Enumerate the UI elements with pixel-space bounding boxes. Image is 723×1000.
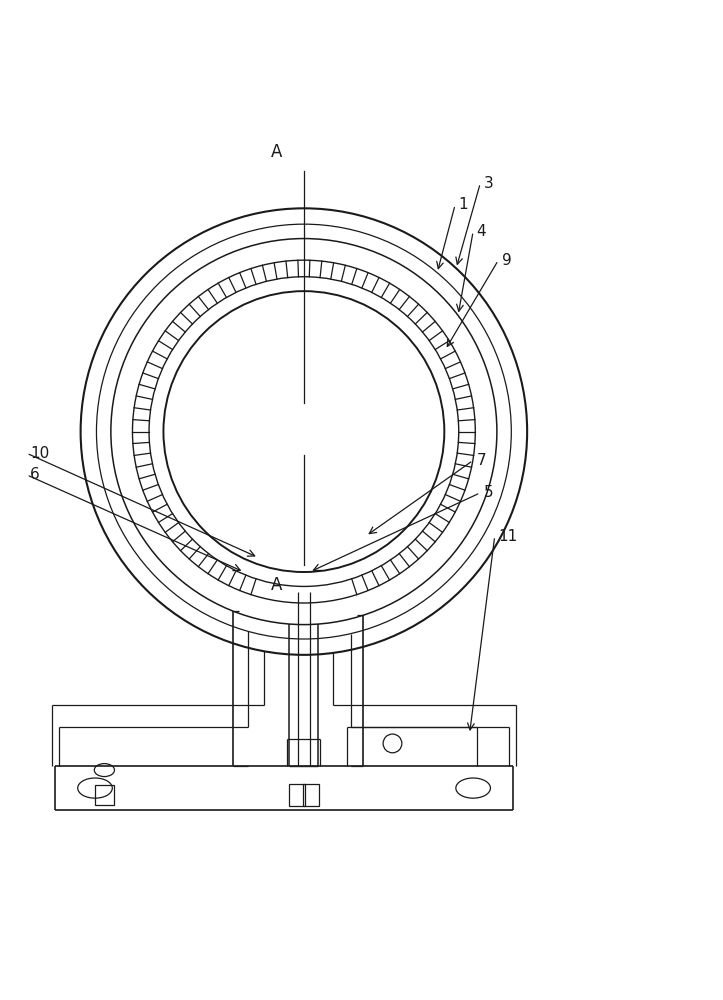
Text: 4: 4 [476, 224, 487, 239]
Text: 10: 10 [30, 446, 49, 461]
Text: 11: 11 [498, 529, 518, 544]
Text: 5: 5 [484, 485, 494, 500]
Text: A: A [271, 143, 282, 161]
Text: 9: 9 [502, 253, 512, 268]
Text: 6: 6 [30, 467, 40, 482]
Text: A: A [271, 576, 282, 594]
Text: 1: 1 [458, 197, 469, 212]
Text: 7: 7 [476, 453, 487, 468]
Text: 3: 3 [484, 176, 494, 191]
